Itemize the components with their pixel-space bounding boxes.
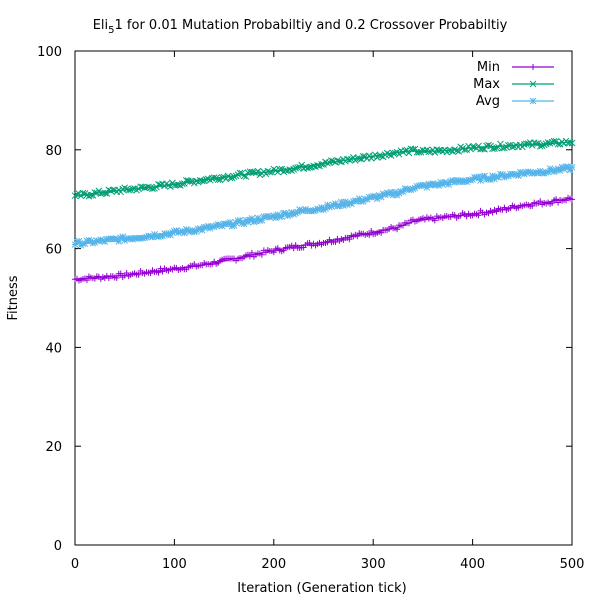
y-tick-label: 40 <box>45 341 62 356</box>
x-tick-label: 500 <box>560 557 585 572</box>
y-tick-label: 20 <box>45 440 62 455</box>
y-tick-label: 0 <box>54 539 62 554</box>
legend-item-avg: Avg <box>476 94 554 109</box>
chart-title-main: Eli <box>93 18 108 33</box>
x-axis-title: Iteration (Generation tick) <box>237 581 406 596</box>
chart-title: Eli51 for 0.01 Mutation Probabiltiy and … <box>93 18 508 36</box>
legend-label: Min <box>477 60 500 75</box>
x-tick-label: 200 <box>261 557 286 572</box>
x-tick-label: 400 <box>460 557 485 572</box>
y-tick-label: 100 <box>37 45 62 60</box>
series-avg <box>71 163 576 249</box>
plot-area-frame <box>74 50 573 546</box>
x-tick-label: 300 <box>361 557 386 572</box>
series-layer <box>71 137 576 284</box>
chart-title-rest: 1 for 0.01 Mutation Probabiltiy and 0.2 … <box>115 18 508 33</box>
y-axis-title: Fitness <box>6 275 21 320</box>
series-min <box>72 194 575 284</box>
x-tick-label: 100 <box>162 557 187 572</box>
y-tick-label: 60 <box>45 243 62 258</box>
legend-item-max: Max <box>473 77 554 92</box>
legend: Min Max Avg <box>473 60 554 109</box>
chart-title-subscript: 5 <box>108 25 114 36</box>
series-max <box>71 137 576 200</box>
x-tick-label: 0 <box>71 557 79 572</box>
legend-item-min: Min <box>477 60 554 75</box>
y-axis-ticks: 0 20 40 60 80 100 <box>37 45 572 554</box>
legend-label: Avg <box>476 94 500 109</box>
x-axis-ticks: 0 100 200 300 400 500 <box>71 51 585 572</box>
y-tick-label: 80 <box>45 144 62 159</box>
legend-label: Max <box>473 77 500 92</box>
